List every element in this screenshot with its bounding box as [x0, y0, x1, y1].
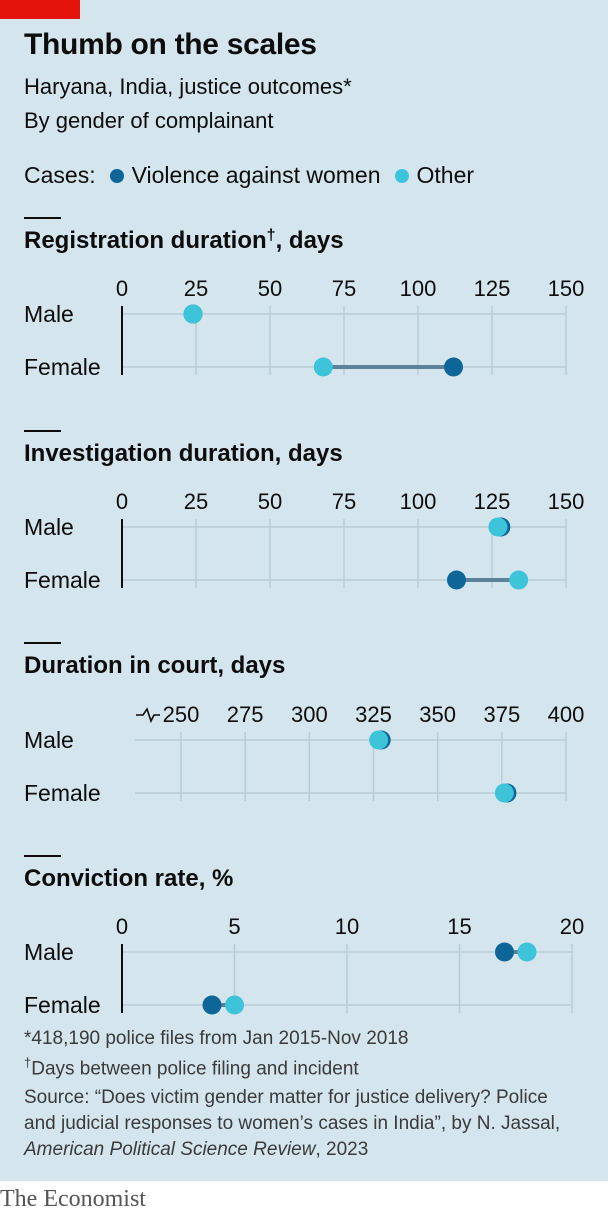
dot-other-female [225, 995, 244, 1015]
chart-panel [0, 0, 608, 1181]
tick-label-125: 125 [474, 276, 511, 301]
chart-1-title: Registration duration†, days [24, 227, 344, 255]
dot-vaw-female [202, 995, 222, 1015]
tick-label-50: 50 [258, 489, 282, 514]
chart-3-title: Duration in court, days [24, 652, 286, 679]
footnote-dagger-mark: † [24, 1055, 32, 1070]
dot-other-male [183, 304, 203, 324]
tick-label-10: 10 [335, 914, 359, 939]
dot-other-female [509, 570, 529, 590]
tick-label-5: 5 [228, 914, 240, 939]
chart-conviction-rate: 0 5 10 15 20 Male Female [24, 914, 584, 1018]
tick-label-400: 400 [548, 702, 585, 727]
tick-label-100: 100 [400, 489, 437, 514]
dot-other-male [488, 517, 508, 537]
tick-label-25: 25 [184, 276, 208, 301]
dot-vaw-female [444, 357, 464, 377]
dot-other-female [494, 783, 514, 803]
tick-label-0: 0 [116, 276, 128, 301]
dot-other-female [313, 357, 333, 377]
source-journal: American Political Science Review [24, 1139, 316, 1160]
tick-label-275: 275 [227, 702, 264, 727]
tick-label-75: 75 [332, 489, 356, 514]
chart-investigation-duration: 0 25 50 75 100 125 150 Male Female [24, 489, 585, 593]
chart-1-rule [24, 217, 61, 219]
category-label-male: Male [24, 939, 74, 965]
category-label-female: Female [24, 992, 101, 1018]
footnote-dagger-text: Days between police filing and incident [31, 1058, 359, 1080]
category-label-female: Female [24, 354, 101, 380]
brand-red-tab [0, 0, 80, 19]
brand-wordmark: The Economist [0, 1186, 146, 1212]
source-year: , 2023 [315, 1139, 369, 1160]
dot-vaw-female [446, 570, 466, 590]
dot-vaw-male [495, 942, 514, 962]
chart-4-rule [24, 855, 61, 857]
tick-label-100: 100 [400, 276, 437, 301]
chart-registration-duration: 0 25 50 75 100 125 150 Male Female [24, 276, 585, 380]
source-line-2: and judicial responses to women’s cases … [24, 1113, 561, 1134]
category-label-male: Male [24, 514, 74, 540]
dot-other-male [369, 730, 389, 750]
legend: Cases: Violence against women Other [24, 162, 474, 189]
source-line-3: American Political Science Review, 2023 [24, 1139, 368, 1161]
tick-label-0: 0 [116, 489, 128, 514]
tick-label-20: 20 [560, 914, 584, 939]
legend-item-other: Other [416, 162, 475, 188]
tick-label-150: 150 [548, 276, 585, 301]
chart-3-rule [24, 642, 61, 644]
legend-dot-violence [109, 168, 124, 183]
tick-label-0: 0 [116, 914, 128, 939]
category-label-female: Female [24, 567, 101, 593]
footnote-sample: *418,190 police files from Jan 2015-Nov … [24, 1028, 409, 1049]
chart-4-title: Conviction rate, % [24, 865, 234, 892]
tick-label-25: 25 [184, 489, 208, 514]
tick-label-15: 15 [447, 914, 471, 939]
chart-1-title-suffix: , days [275, 227, 344, 254]
tick-label-75: 75 [332, 276, 356, 301]
tick-label-50: 50 [258, 276, 282, 301]
chart-2-rule [24, 430, 61, 432]
tick-label-375: 375 [483, 702, 520, 727]
tick-label-250: 250 [163, 702, 200, 727]
category-label-male: Male [24, 727, 74, 753]
legend-label: Cases: [24, 162, 96, 188]
legend-item-violence: Violence against women [131, 162, 381, 188]
source-line-1: Source: “Does victim gender matter for j… [24, 1087, 548, 1108]
category-label-male: Male [24, 301, 74, 327]
dot-other-male [517, 942, 537, 962]
tick-label-300: 300 [291, 702, 328, 727]
subtitle: Haryana, India, justice outcomes* [24, 74, 352, 99]
category-label-female: Female [24, 780, 101, 806]
axis-break-icon [136, 707, 160, 724]
chart-1-title-mark: † [266, 227, 276, 244]
legend-dot-other [394, 168, 409, 183]
subtitle-secondary: By gender of complainant [24, 108, 274, 133]
tick-label-125: 125 [474, 489, 511, 514]
page-title: Thumb on the scales [24, 28, 317, 61]
chart-2-title: Investigation duration, days [24, 440, 343, 467]
chart-1-title-text: Registration duration [24, 227, 267, 254]
tick-label-150: 150 [548, 489, 585, 514]
chart-duration-in-court: 250 275 300 325 350 375 400 Male Female [24, 702, 585, 806]
tick-label-350: 350 [419, 702, 456, 727]
tick-label-325: 325 [355, 702, 392, 727]
footnote-dagger: †Days between police filing and incident [24, 1055, 359, 1080]
